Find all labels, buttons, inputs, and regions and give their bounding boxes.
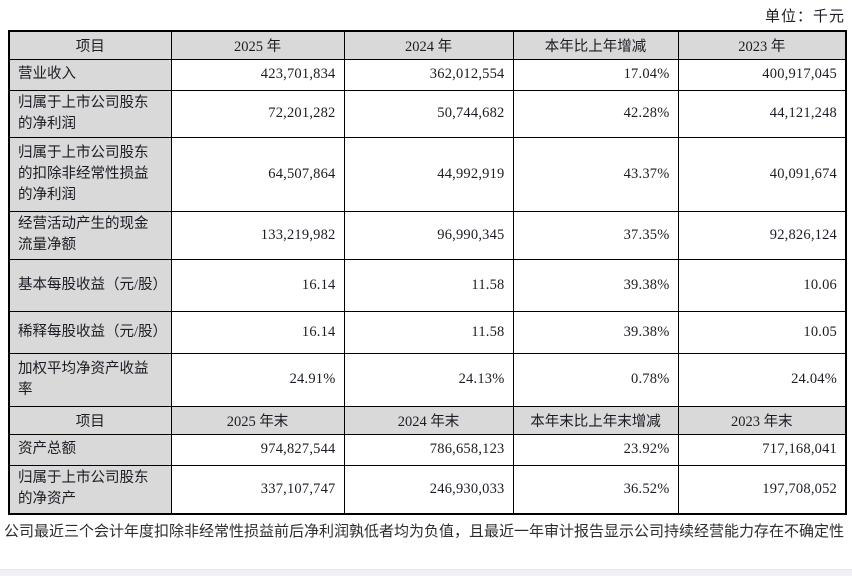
- table1-header-2023: 2023 年: [677, 30, 847, 60]
- value-cell: 10.06: [677, 258, 847, 312]
- value-cell: 423,701,834: [170, 58, 345, 91]
- value-cell: 50,744,682: [343, 89, 514, 138]
- table2-header-2025: 2025 年末: [170, 405, 345, 435]
- table1-header-row: 项目 2025 年 2024 年 本年比上年增减 2023 年: [8, 30, 847, 60]
- row-label-cell: 稀释每股收益（元/股）: [8, 310, 172, 354]
- value-cell: 17.04%: [512, 58, 679, 91]
- row-label-cell: 资产总额: [8, 433, 172, 466]
- table2-header-row: 项目 2025 年末 2024 年末 本年末比上年末增减 2023 年末: [8, 405, 847, 435]
- value-cell: 246,930,033: [343, 464, 514, 515]
- footnote-text: 公司最近三个会计年度扣除非经常性损益前后净利润孰低者均为负值，且最近一年审计报告…: [4, 524, 845, 540]
- value-cell: 11.58: [343, 258, 514, 312]
- table1-header-2025: 2025 年: [170, 30, 345, 60]
- table-row: 基本每股收益（元/股） 16.14 11.58 39.38% 10.06: [8, 258, 847, 312]
- row-label-cell: 经营活动产生的现金流量净额: [8, 210, 172, 260]
- value-cell: 37.35%: [512, 210, 679, 260]
- table1-header-change: 本年比上年增减: [512, 30, 679, 60]
- value-cell: 40,091,674: [677, 136, 847, 212]
- unit-label: 单位：千元: [764, 9, 845, 25]
- value-cell: 42.28%: [512, 89, 679, 138]
- row-label-cell: 归属于上市公司股东的净资产: [8, 464, 172, 515]
- table2-header-item: 项目: [8, 405, 172, 435]
- value-cell: 362,012,554: [343, 58, 514, 91]
- value-cell: 24.04%: [677, 352, 847, 407]
- value-cell: 16.14: [170, 258, 345, 312]
- table-row: 归属于上市公司股东的净资产 337,107,747 246,930,033 36…: [8, 464, 847, 515]
- value-cell: 72,201,282: [170, 89, 345, 138]
- table-row: 稀释每股收益（元/股） 16.14 11.58 39.38% 10.05: [8, 310, 847, 354]
- value-cell: 974,827,544: [170, 433, 345, 466]
- value-cell: 92,826,124: [677, 210, 847, 260]
- table2-header-2024: 2024 年末: [343, 405, 514, 435]
- value-cell: 43.37%: [512, 136, 679, 212]
- row-label-cell: 营业收入: [8, 58, 172, 91]
- value-cell: 197,708,052: [677, 464, 847, 515]
- row-label-cell: 基本每股收益（元/股）: [8, 258, 172, 312]
- table-row: 归属于上市公司股东的净利润 72,201,282 50,744,682 42.2…: [8, 89, 847, 138]
- value-cell: 16.14: [170, 310, 345, 354]
- table1-header-2024: 2024 年: [343, 30, 514, 60]
- value-cell: 39.38%: [512, 258, 679, 312]
- value-cell: 39.38%: [512, 310, 679, 354]
- value-cell: 24.13%: [343, 352, 514, 407]
- value-cell: 64,507,864: [170, 136, 345, 212]
- value-cell: 44,121,248: [677, 89, 847, 138]
- value-cell: 337,107,747: [170, 464, 345, 515]
- value-cell: 96,990,345: [343, 210, 514, 260]
- value-cell: 133,219,982: [170, 210, 345, 260]
- value-cell: 717,168,041: [677, 433, 847, 466]
- value-cell: 0.78%: [512, 352, 679, 407]
- value-cell: 36.52%: [512, 464, 679, 515]
- table2-header-change: 本年末比上年末增减: [512, 405, 679, 435]
- table2-header-2023: 2023 年末: [677, 405, 847, 435]
- value-cell: 24.91%: [170, 352, 345, 407]
- value-cell: 11.58: [343, 310, 514, 354]
- table1-header-item: 项目: [8, 30, 172, 60]
- row-label-cell: 加权平均净资产收益率: [8, 352, 172, 407]
- row-label-cell: 归属于上市公司股东的扣除非经常性损益的净利润: [8, 136, 172, 212]
- financial-summary-table: 项目 2025 年 2024 年 本年比上年增减 2023 年 营业收入 423…: [8, 30, 847, 515]
- value-cell: 400,917,045: [677, 58, 847, 91]
- value-cell: 44,992,919: [343, 136, 514, 212]
- bottom-strip: [0, 569, 852, 576]
- table-row: 经营活动产生的现金流量净额 133,219,982 96,990,345 37.…: [8, 210, 847, 260]
- row-label-cell: 归属于上市公司股东的净利润: [8, 89, 172, 138]
- value-cell: 786,658,123: [343, 433, 514, 466]
- value-cell: 23.92%: [512, 433, 679, 466]
- table-row: 加权平均净资产收益率 24.91% 24.13% 0.78% 24.04%: [8, 352, 847, 407]
- table-row: 营业收入 423,701,834 362,012,554 17.04% 400,…: [8, 58, 847, 91]
- value-cell: 10.05: [677, 310, 847, 354]
- table-row: 归属于上市公司股东的扣除非经常性损益的净利润 64,507,864 44,992…: [8, 136, 847, 212]
- table-row: 资产总额 974,827,544 786,658,123 23.92% 717,…: [8, 433, 847, 466]
